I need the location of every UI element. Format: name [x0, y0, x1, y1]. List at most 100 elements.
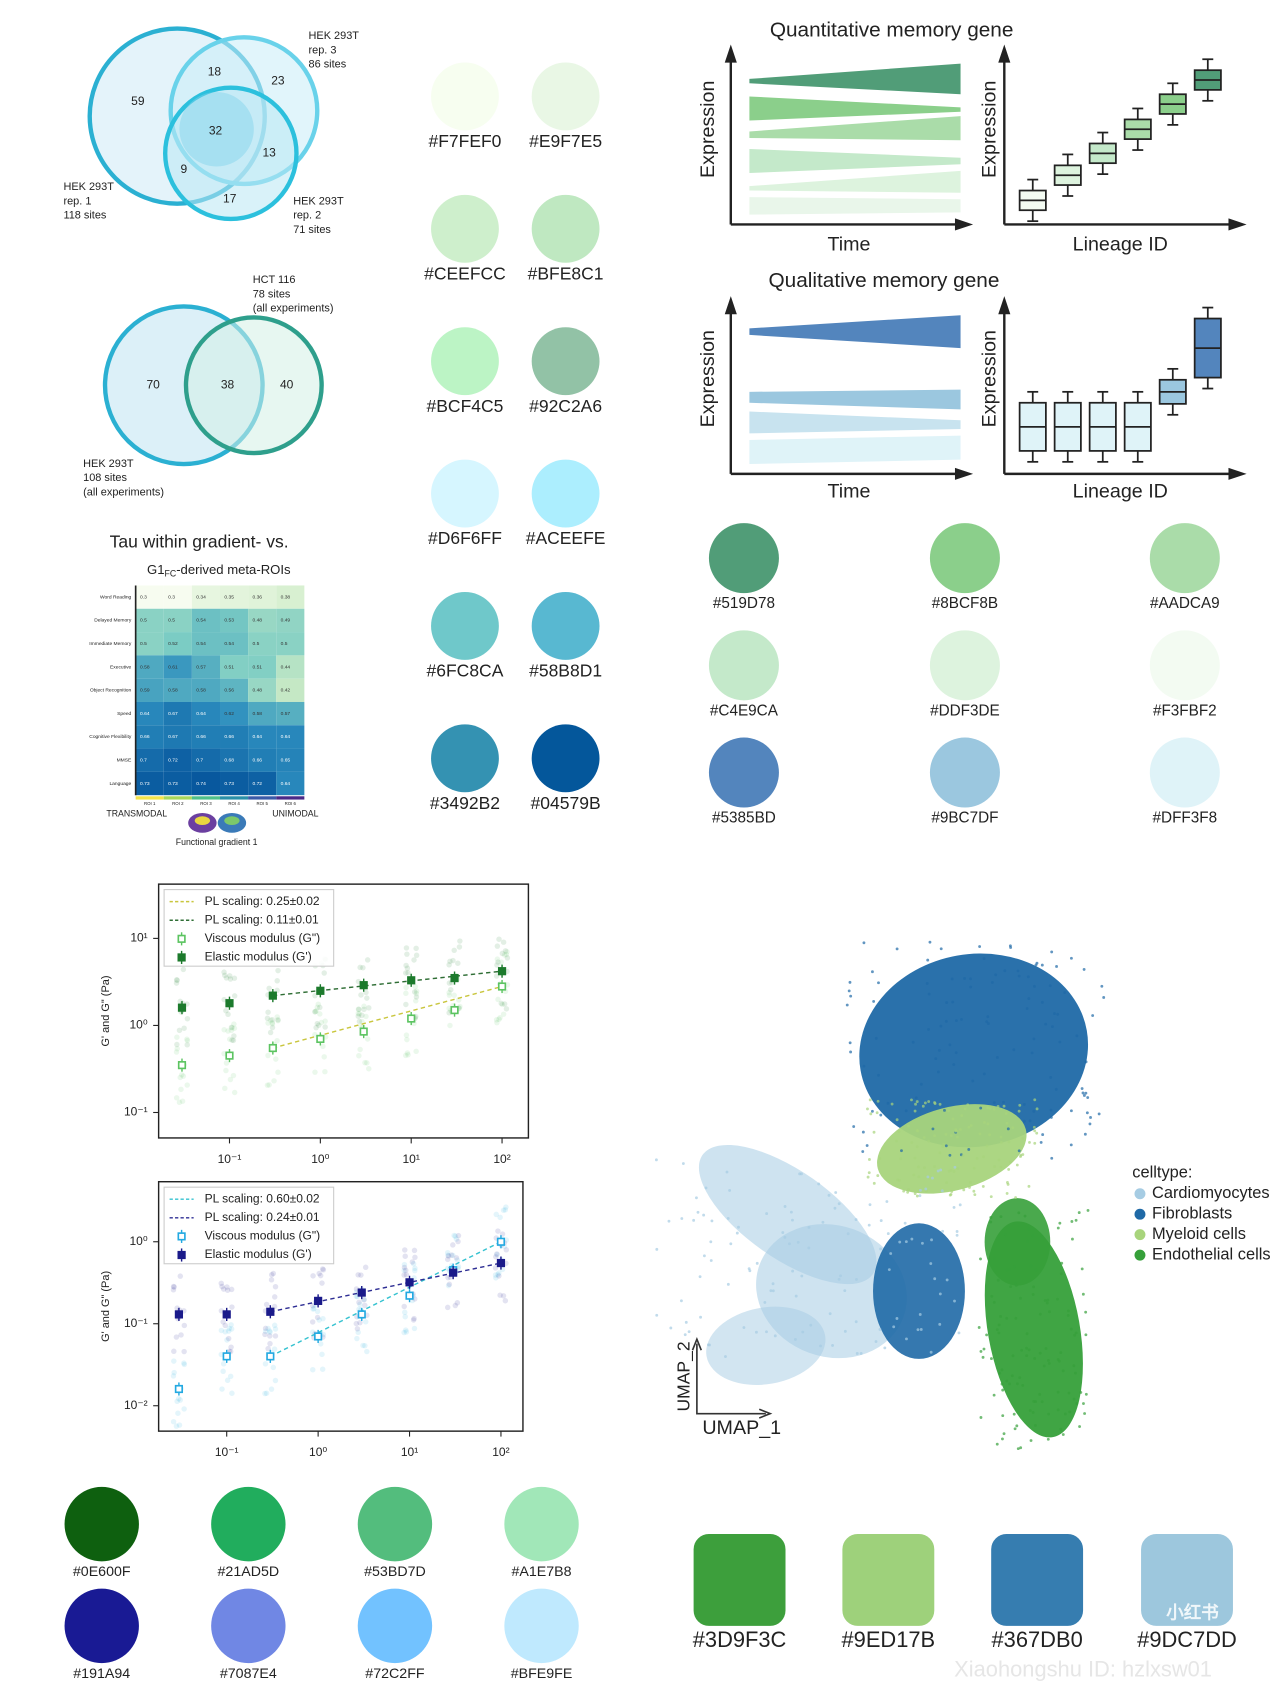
- gradient-label: TRANSMODAL: [106, 808, 167, 818]
- swatch-label: #DDF3DE: [930, 702, 1000, 719]
- umap-dot: [972, 1189, 976, 1193]
- umap-dot: [971, 1079, 975, 1083]
- cloud-dot: [413, 998, 419, 1004]
- umap-dot: [1082, 1094, 1086, 1097]
- heatmap-cell: [135, 701, 164, 726]
- cloud-dot: [176, 1027, 183, 1034]
- heatmap-row-label: Word Reading: [100, 594, 132, 600]
- umap-dot: [995, 1328, 999, 1332]
- heatmap-cell: [276, 678, 305, 702]
- legend-box: [163, 889, 335, 967]
- umap-dot: [999, 1140, 1003, 1144]
- cloud-dot: [223, 1007, 229, 1014]
- umap-dot: [1056, 1297, 1059, 1301]
- memory-xlabel: Lineage ID: [1073, 233, 1168, 255]
- cloud-dot: [361, 1003, 367, 1010]
- memory-ylabel: Expression: [978, 81, 1000, 178]
- heatmap-col-label: ROI 5: [256, 801, 268, 806]
- cloud-dot: [313, 1024, 319, 1031]
- cloud-dot: [405, 1052, 411, 1058]
- umap-dot: [819, 1344, 822, 1348]
- swatch-label: #72C2FF: [365, 1666, 425, 1682]
- umap-dot: [900, 1149, 903, 1153]
- cloud-dot: [403, 1329, 410, 1335]
- heatmap-value: 0.62: [224, 711, 234, 717]
- cloud-dot: [267, 1017, 274, 1023]
- umap-dot: [906, 1124, 910, 1128]
- cloud-dot: [401, 1272, 407, 1278]
- cloud-dot: [229, 1037, 235, 1043]
- heatmap-value: 0.3: [168, 594, 175, 600]
- swatch-label: #191A94: [73, 1666, 130, 1682]
- cloud-dot: [320, 1043, 326, 1050]
- heatmap-cell: [220, 771, 249, 796]
- umap-dot: [1102, 996, 1106, 999]
- cloud-dot: [229, 1390, 235, 1396]
- cloud-dot: [263, 1301, 270, 1308]
- umap-dot: [939, 1168, 943, 1172]
- umap-dot: [755, 1261, 759, 1265]
- umap-dot: [941, 1145, 945, 1148]
- cloud-dot: [403, 1032, 410, 1038]
- umap-dot: [1015, 1424, 1019, 1428]
- swatch-label: #BFE8C1: [528, 263, 604, 283]
- umap-dot: [821, 1220, 825, 1224]
- umap-dot: [990, 1357, 993, 1361]
- umap-dot: [1043, 1299, 1047, 1302]
- umap-dot: [1019, 1153, 1023, 1157]
- heatmap-col-label: ROI 6: [285, 801, 297, 806]
- heatmap-cell: [220, 701, 249, 726]
- cloud-dot: [184, 1036, 190, 1042]
- umap-dot: [862, 941, 866, 945]
- umap-dot: [1083, 1132, 1087, 1136]
- swatch-label: #5385BD: [712, 810, 776, 827]
- umap-dot: [1084, 1310, 1088, 1314]
- cloud-dot: [357, 1046, 363, 1053]
- umap-dot: [999, 1315, 1003, 1318]
- wedge: [749, 389, 961, 410]
- cloud-dot: [444, 1256, 451, 1263]
- cloud-dot: [271, 1346, 278, 1352]
- umap-dot: [997, 1331, 1001, 1335]
- gradient-label: UNIMODAL: [272, 808, 318, 818]
- swatch: [64, 1588, 139, 1664]
- heatmap-col-label: ROI 1: [144, 801, 156, 806]
- umap-dot: [1033, 1098, 1037, 1102]
- umap-dot: [936, 1070, 940, 1074]
- umap-dot: [989, 1195, 993, 1199]
- umap-dot: [847, 989, 851, 993]
- cloud-dot: [316, 1022, 322, 1028]
- umap-dot: [867, 1223, 871, 1227]
- cloud-dot: [403, 1267, 409, 1274]
- umap-dot: [883, 1346, 887, 1350]
- umap-dot: [1056, 1390, 1060, 1394]
- cloud-dot: [411, 1315, 417, 1322]
- legend-dot: [1134, 1229, 1146, 1241]
- umap-dot: [1025, 1354, 1029, 1358]
- heatmap-cell: [191, 771, 221, 796]
- plot-frame: [157, 1180, 524, 1432]
- umap-arrows: [691, 1337, 773, 1419]
- cloud-dot: [358, 1272, 364, 1278]
- heatmap-value: 0.7: [140, 758, 147, 764]
- cloud-dot: [319, 1366, 326, 1372]
- cloud-dot: [231, 1033, 237, 1039]
- heatmap-cell: [276, 725, 305, 749]
- mean-marker: [225, 999, 234, 1008]
- umap-dot: [1047, 1359, 1050, 1362]
- umap-dot: [692, 1218, 696, 1222]
- umap-dot: [854, 1218, 858, 1221]
- umap-dot: [1028, 1140, 1031, 1144]
- cloud-dot: [493, 1017, 500, 1023]
- cloud-dot: [451, 1232, 457, 1239]
- cloud-dot: [274, 1038, 280, 1044]
- umap-dot: [1015, 1382, 1019, 1386]
- cloud-dot: [269, 1021, 276, 1027]
- umap-dot: [1063, 1412, 1067, 1416]
- umap-dot: [986, 1122, 990, 1126]
- venn-label: rep. 2: [293, 210, 321, 222]
- heatmap-row-label: Immediate Memory: [89, 641, 132, 647]
- cloud-dot: [413, 988, 420, 994]
- umap-dot: [916, 1328, 920, 1332]
- cloud-dot: [231, 993, 238, 999]
